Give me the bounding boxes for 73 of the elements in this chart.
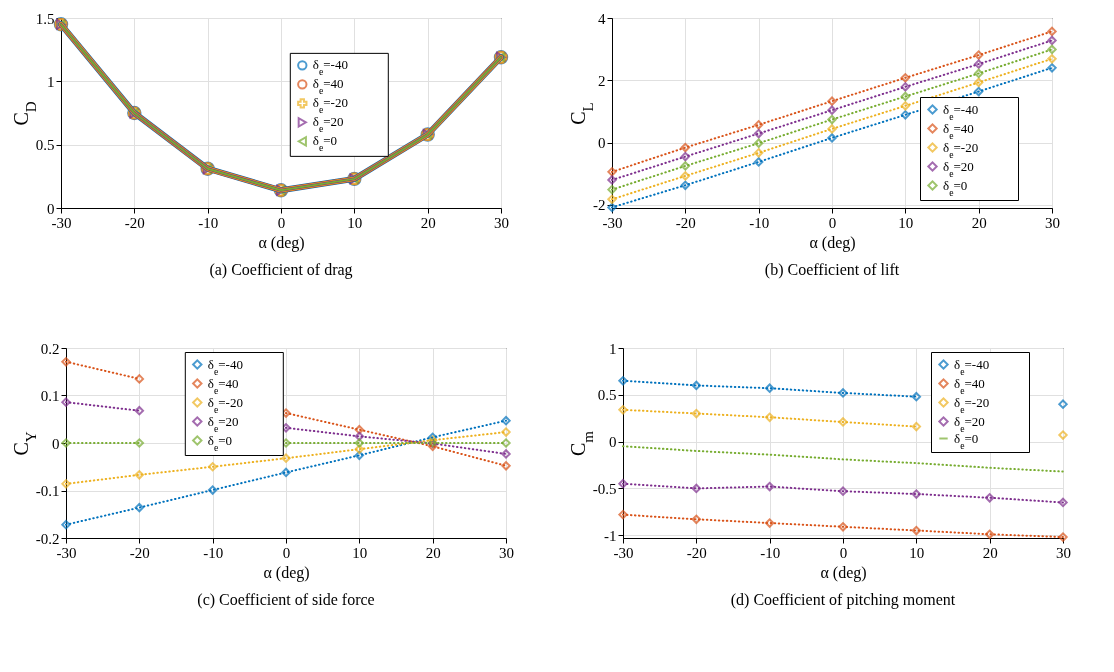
- legend-label: δ$_{e}$=40: [312, 76, 344, 96]
- legend-label: δ$_{e}$=0: [943, 177, 968, 197]
- y-tick-label: 0: [609, 434, 617, 451]
- x-tick-label: -10: [198, 214, 219, 231]
- x-tick-label: 0: [277, 214, 286, 231]
- y-tick-label: 0.1: [40, 388, 60, 404]
- x-tick-label: 30: [494, 214, 509, 231]
- legend-label: δ$_{e}$=-20: [943, 139, 979, 159]
- legend-label: δ$_{e}$=-40: [312, 57, 348, 77]
- x-tick-label: 10: [352, 544, 368, 561]
- x-tick-label: -10: [760, 544, 781, 561]
- y-tick-label: 0: [52, 435, 60, 452]
- legend-label: δ$_{e}$=-20: [207, 394, 243, 414]
- y-tick-label: 0: [598, 135, 606, 152]
- y-tick-label: -0.1: [35, 483, 60, 499]
- x-tick-label: 0: [839, 544, 848, 561]
- y-tick-label: 0.5: [597, 387, 617, 404]
- x-tick-label: -20: [124, 214, 145, 231]
- x-tick-label: 30: [499, 544, 514, 561]
- x-axis-title: α (deg): [809, 233, 856, 252]
- y-tick-label: -0.5: [592, 480, 617, 497]
- y-tick-label: 1: [47, 73, 55, 90]
- x-tick-label: 20: [425, 544, 441, 561]
- x-tick-label: -20: [675, 214, 696, 231]
- x-tick-label: 20: [982, 544, 998, 561]
- x-tick-label: 20: [420, 214, 436, 231]
- x-tick-label: 10: [347, 214, 363, 231]
- x-tick-label: 10: [898, 214, 914, 231]
- y-tick-label: 1.5: [35, 10, 55, 27]
- x-tick-label: 0: [282, 544, 291, 561]
- x-axis-title: α (deg): [263, 563, 310, 582]
- legend-label: δ$_{e}$=-20: [954, 394, 990, 414]
- y-tick-label: 2: [598, 72, 606, 89]
- x-tick-label: -10: [203, 544, 224, 561]
- legend-label: δ$_{e}$=40: [207, 375, 239, 395]
- y-tick-label: 0.5: [35, 137, 55, 154]
- x-tick-label: 0: [828, 214, 837, 231]
- legend-label: δ$_{e}$=20: [943, 158, 974, 178]
- x-tick-label: -30: [56, 544, 77, 561]
- legend-label: δ$_{e}$=20: [312, 114, 344, 134]
- x-tick-label: 10: [909, 544, 925, 561]
- x-tick-label: 30: [1045, 214, 1060, 231]
- y-tick-label: -2: [593, 197, 606, 214]
- x-tick-label: -20: [686, 544, 707, 561]
- x-axis-title: α (deg): [820, 563, 867, 582]
- x-tick-label: -30: [602, 214, 623, 231]
- legend-label: δ$_{e}$=20: [207, 413, 239, 433]
- y-tick-label: 0: [47, 200, 55, 217]
- y-tick-label: 4: [598, 10, 606, 27]
- legend-label: δ$_{e}$=-40: [954, 356, 990, 376]
- x-tick-label: -20: [129, 544, 150, 561]
- x-tick-label: -30: [51, 214, 72, 231]
- legend-label: δ$_{e}$=-40: [207, 356, 243, 376]
- text: (d) Coefficient of pitching moment: [730, 591, 956, 609]
- y-tick-label: 0.2: [40, 340, 60, 357]
- y-tick-label: 1: [609, 340, 617, 357]
- legend-label: δ$_{e}$=-40: [943, 101, 979, 121]
- y-tick-label: -1: [604, 527, 617, 544]
- legend-label: δ$_{e}$=-20: [312, 95, 348, 115]
- x-tick-label: 30: [1056, 544, 1071, 561]
- x-axis-title: α (deg): [258, 233, 305, 252]
- legend-label: δ$_{e}$=40: [954, 375, 985, 395]
- text: (b) Coefficient of lift: [764, 261, 900, 279]
- legend-label: δ$_{e}$=0: [312, 133, 338, 153]
- y-tick-label: -0.2: [35, 530, 60, 547]
- legend-label: δ$_{e}$=40: [943, 120, 974, 140]
- text: (c) Coefficient of side force: [197, 591, 375, 609]
- x-tick-label: 20: [971, 214, 987, 231]
- legend-label: δ$_{e}$=0: [207, 432, 233, 452]
- x-tick-label: -10: [749, 214, 770, 231]
- legend-label: δ$_{e}$=20: [954, 413, 985, 433]
- x-tick-label: -30: [613, 544, 634, 561]
- text: (a) Coefficient of drag: [209, 261, 353, 279]
